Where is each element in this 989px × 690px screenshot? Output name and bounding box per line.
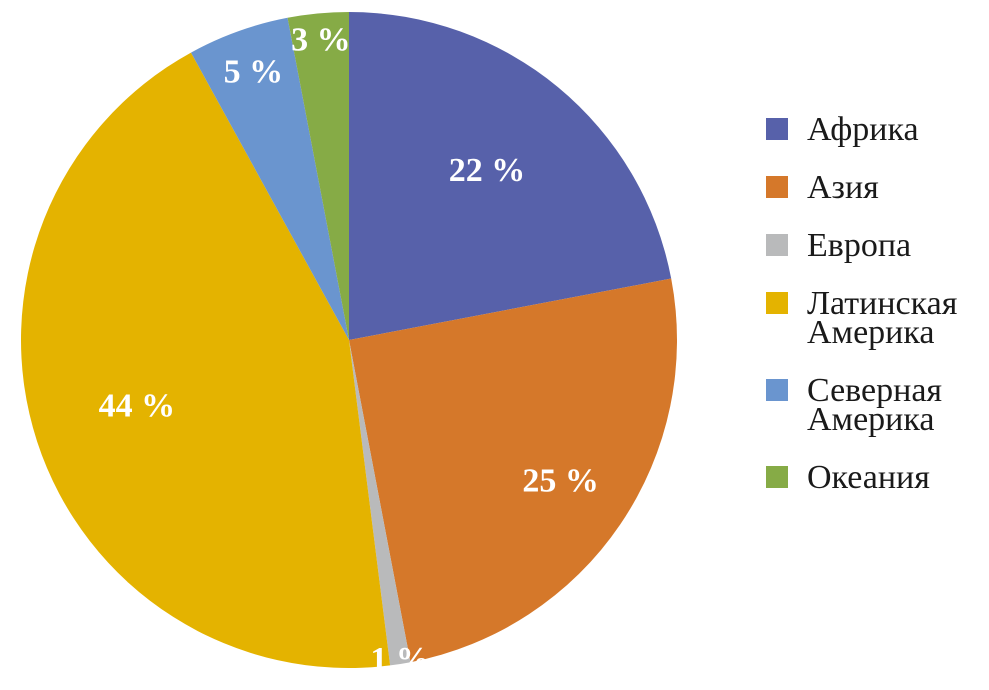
- slice-value-label: 22 %: [449, 152, 526, 189]
- legend: Африка Азия Европа Латинская Америка Северна…: [766, 105, 989, 511]
- pie-slice-5: [190, 17, 349, 341]
- pie-slice-3: [349, 340, 411, 666]
- legend-item: Европа: [766, 221, 989, 264]
- slice-value-label: 44 %: [99, 388, 176, 425]
- legend-swatch: [766, 118, 788, 140]
- legend-label: Азия: [807, 169, 879, 206]
- legend-label: Северная Америка: [807, 372, 943, 438]
- pie-chart: 22 % 25 % 1 % 44 % 5 %3 %: [20, 12, 677, 678]
- slice-value-label: 5 %: [224, 53, 284, 90]
- legend-label: Африка: [807, 111, 919, 148]
- legend-label: Латинская Америка: [807, 285, 958, 351]
- legend-item: Латинская Америка: [766, 279, 989, 351]
- legend-item: Океания: [766, 453, 989, 496]
- legend-item: Африка: [766, 105, 989, 148]
- legend-label: Океания: [807, 459, 930, 496]
- pie-value-labels: 22 % 25 % 1 % 44 % 5 %3 %: [99, 22, 599, 678]
- legend-label: Европа: [807, 227, 912, 264]
- pie-slice-6: [287, 12, 349, 340]
- legend-swatch: [766, 234, 788, 256]
- legend-swatch: [766, 176, 788, 198]
- legend-item: Азия: [766, 163, 989, 206]
- slice-value-label: 3 %: [291, 22, 351, 59]
- pie-slice-2: [349, 278, 677, 663]
- legend-swatch: [766, 292, 788, 314]
- slice-value-label: 25 %: [522, 463, 599, 500]
- pie-slices: [20, 12, 677, 668]
- pie-slice-1: [349, 12, 672, 340]
- pie-slice-4: [20, 52, 391, 668]
- legend-swatch: [766, 466, 788, 488]
- legend-swatch: [766, 379, 788, 401]
- legend-item: Северная Америка: [766, 366, 989, 438]
- slice-value-label: 1 %: [370, 641, 430, 678]
